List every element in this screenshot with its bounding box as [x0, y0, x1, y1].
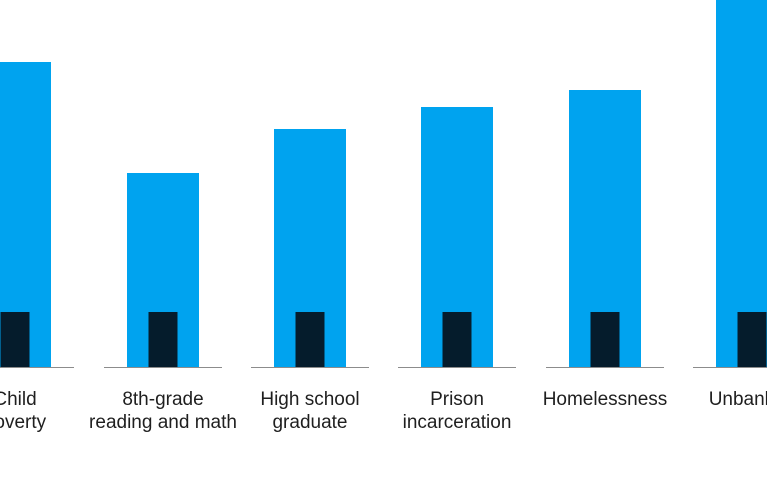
bar-series-2-1: [148, 312, 178, 367]
category-label-line: Unbanked: [709, 389, 767, 410]
bar-series-2-4: [590, 312, 620, 367]
category-label-line: graduate: [272, 412, 347, 433]
category-label-4: Homelessness: [543, 389, 668, 410]
category-label-1: 8th-grade reading and math: [89, 389, 237, 433]
category-label-line: incarceration: [403, 412, 512, 433]
category-label-line: Homelessness: [543, 389, 668, 410]
category-label-line: 8th-grade: [122, 389, 203, 410]
category-label-line: Prison: [430, 389, 484, 410]
category-label-3: Prison incarceration: [403, 389, 512, 433]
category-label-5: Unbanked: [709, 389, 767, 410]
category-label-2: High school graduate: [260, 389, 359, 433]
category-label-0: Childpoverty: [0, 389, 47, 433]
category-label-line: Child: [0, 389, 37, 410]
bar-series-1-5: [716, 0, 767, 367]
category-label-line: reading and math: [89, 412, 237, 433]
bar-series-2-0: [0, 312, 30, 367]
bars-series-2: [0, 312, 767, 367]
bar-series-2-5: [737, 312, 767, 367]
category-label-line: poverty: [0, 412, 47, 433]
bars-series-1: [0, 0, 767, 367]
bar-series-2-2: [295, 312, 325, 367]
category-label-line: High school: [260, 389, 359, 410]
bar-series-2-3: [442, 312, 472, 367]
